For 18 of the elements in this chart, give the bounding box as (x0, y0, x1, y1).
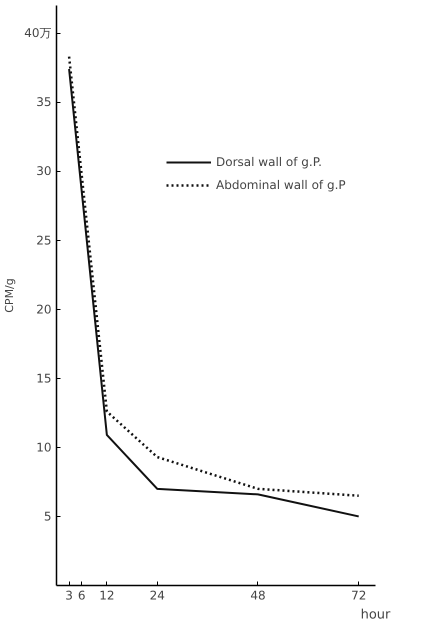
y-axis-title: CPM/g (3, 278, 16, 313)
y-tick-label: 40万 (24, 26, 52, 40)
x-tick-label: 3 (65, 588, 73, 602)
x-tick-label: 6 (78, 588, 86, 602)
y-tick-label: 10 (36, 440, 52, 454)
y-tick-label: 30 (36, 164, 52, 178)
y-tick-label: 15 (36, 371, 52, 386)
y-tick-label: 35 (36, 95, 52, 110)
x-tick-label: 12 (99, 588, 115, 602)
legend-label: Abdominal wall of g.P (216, 178, 346, 192)
y-tick-label: 5 (44, 509, 52, 524)
x-tick-label: 72 (351, 588, 366, 602)
legend-label: Dorsal wall of g.P. (216, 155, 322, 169)
x-axis-title: hour (360, 608, 392, 622)
x-tick-label: 48 (250, 588, 266, 602)
x-tick-label: 24 (150, 588, 165, 602)
y-tick-label: 20 (36, 302, 52, 316)
y-tick-label: 25 (36, 233, 52, 248)
